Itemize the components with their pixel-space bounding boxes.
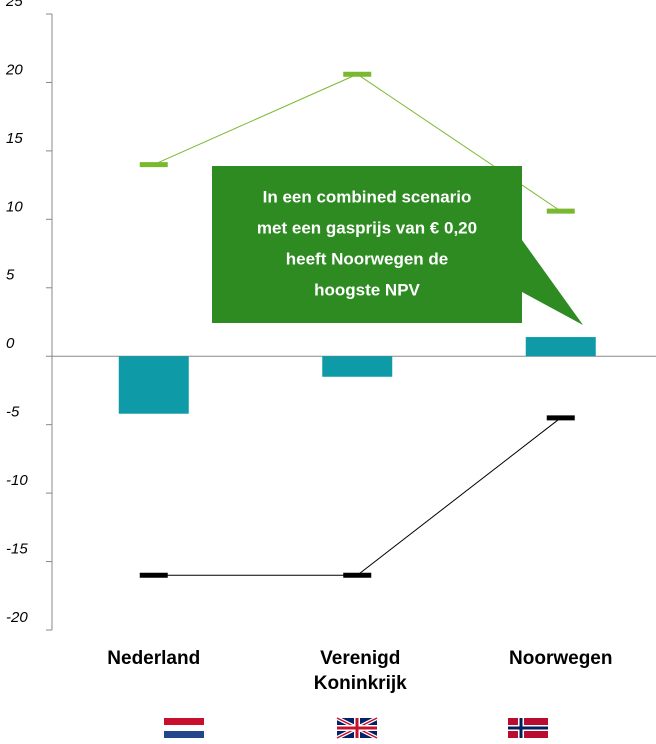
y-tick-label: 10 (6, 198, 23, 215)
y-tick-label: -20 (6, 609, 28, 626)
bar (118, 356, 189, 414)
line (153, 417, 562, 576)
callout-text: met een gasprijs van € 0,20 (257, 218, 477, 237)
y-tick-label: 20 (5, 61, 23, 78)
bar (322, 356, 393, 377)
flags (164, 716, 548, 740)
y-tick-label: -5 (6, 404, 20, 421)
flag-no (508, 718, 548, 738)
callout-box (212, 166, 583, 325)
callout-text: hoogste NPV (314, 280, 420, 299)
callout: In een combined scenario met een gasprijs… (212, 166, 583, 325)
callout-text: heeft Noorwegen de (286, 249, 448, 268)
flag-uk (336, 716, 378, 740)
x-tick-label: Noorwegen (509, 648, 613, 669)
x-tick-label: Verenigd Koninkrijk (313, 648, 407, 694)
x-tick-label: Nederland (107, 648, 201, 669)
y-tick-label: 0 (6, 335, 15, 352)
y-tick-label: 5 (6, 267, 15, 284)
y-tick-label: -10 (6, 472, 28, 489)
bar (525, 337, 596, 357)
y-tick-label: 25 (5, 0, 23, 10)
y-tick-label: 15 (6, 130, 23, 147)
flag-nl (164, 718, 204, 738)
y-tick-label: -15 (6, 541, 28, 558)
callout-text: In een combined scenario (263, 187, 472, 206)
